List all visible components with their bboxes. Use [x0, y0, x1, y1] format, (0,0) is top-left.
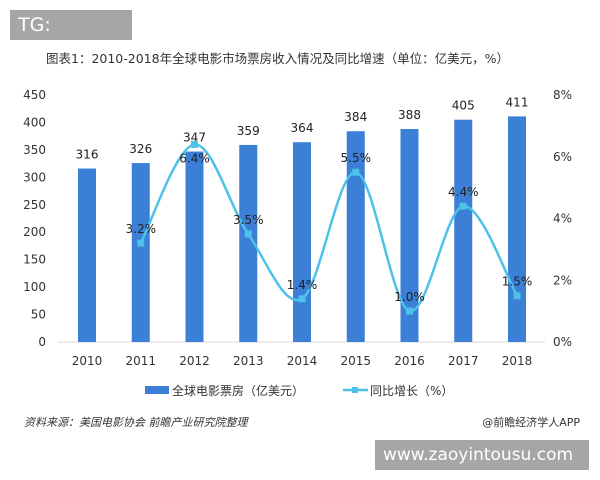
- bar: [293, 142, 311, 342]
- y-right-tick: 0%: [553, 335, 572, 349]
- legend-bar-label: 全球电影票房（亿美元）: [172, 383, 304, 398]
- y-right-tick: 6%: [553, 150, 572, 164]
- growth-point: [244, 230, 252, 238]
- chart-title: 图表1：2010-2018年全球电影市场票房收入情况及同比增速（单位：亿美元，%…: [46, 51, 509, 66]
- legend-line-marker: [352, 387, 358, 393]
- bar-value-label: 388: [398, 108, 421, 122]
- growth-point: [298, 295, 306, 303]
- y-left-tick: 300: [23, 170, 46, 184]
- growth-value-label: 3.5%: [233, 213, 264, 227]
- bar: [239, 144, 258, 342]
- x-tick: 2016: [394, 354, 425, 368]
- y-left-tick: 150: [23, 253, 46, 267]
- y-right-tick: 8%: [553, 88, 572, 102]
- bar-value-label: 347: [183, 131, 206, 145]
- growth-point: [137, 239, 145, 247]
- bar-value-label: 411: [506, 95, 529, 109]
- y-left-tick: 400: [23, 115, 46, 129]
- x-tick: 2015: [340, 354, 371, 368]
- growth-point: [406, 307, 413, 315]
- y-left-tick: 0: [38, 335, 46, 349]
- growth-point: [513, 292, 521, 300]
- growth-point: [352, 168, 360, 176]
- y-left-tick: 100: [23, 280, 46, 294]
- bar-value-label: 359: [237, 124, 260, 138]
- growth-value-label: 5.5%: [341, 151, 372, 165]
- bar-value-label: 405: [452, 99, 475, 113]
- bar: [131, 163, 150, 342]
- growth-value-label: 1.5%: [502, 275, 533, 289]
- bar: [185, 151, 204, 342]
- growth-value-label: 1.0%: [394, 290, 425, 304]
- x-tick: 2011: [125, 354, 156, 368]
- y-left-tick: 50: [31, 308, 46, 322]
- x-tick: 2014: [287, 354, 318, 368]
- growth-value-label: 6.4%: [179, 151, 210, 165]
- growth-value-label: 4.4%: [448, 185, 479, 199]
- legend-bar-swatch: [145, 386, 169, 394]
- x-tick: 2010: [72, 354, 103, 368]
- y-left-tick: 450: [23, 88, 46, 102]
- growth-point: [459, 202, 467, 210]
- growth-value-label: 1.4%: [287, 278, 318, 292]
- growth-point: [191, 140, 198, 148]
- watermark-bottom: www.zaoyintousu.com: [375, 440, 589, 470]
- x-tick: 2017: [448, 354, 479, 368]
- y-left-tick: 200: [23, 225, 46, 239]
- x-tick: 2012: [179, 354, 210, 368]
- x-tick: 2018: [502, 354, 533, 368]
- y-left-tick: 350: [23, 143, 46, 157]
- bar-value-label: 316: [76, 148, 99, 162]
- bar: [78, 168, 96, 342]
- bar: [508, 116, 526, 342]
- bar: [454, 119, 473, 342]
- bar: [346, 131, 365, 342]
- y-left-tick: 250: [23, 198, 46, 212]
- brand-credit: @前瞻经济学人APP: [482, 416, 580, 429]
- bar-value-label: 384: [344, 110, 367, 124]
- x-tick: 2013: [233, 354, 264, 368]
- legend-line-label: 同比增长（%）: [370, 384, 453, 398]
- growth-line: [139, 143, 519, 313]
- watermark-top: TG: MYYJJPP: [10, 10, 132, 60]
- bar-value-label: 326: [129, 142, 152, 156]
- bar-value-label: 364: [291, 121, 314, 135]
- y-right-tick: 4%: [553, 212, 572, 226]
- y-right-tick: 2%: [553, 273, 572, 287]
- growth-value-label: 3.2%: [126, 222, 157, 236]
- bar: [400, 129, 419, 342]
- source-note: 资料来源：美国电影协会 前瞻产业研究院整理: [24, 416, 248, 429]
